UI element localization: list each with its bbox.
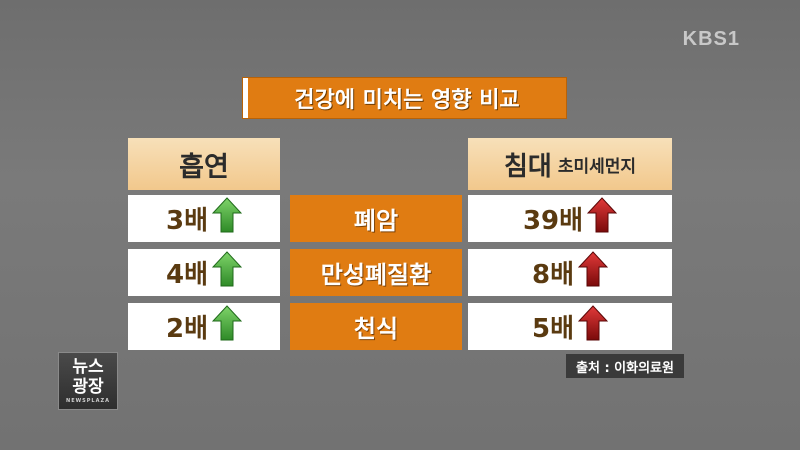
fine-dust-value-copd: 8배 (468, 249, 672, 296)
smoking-value-text: 4배 (165, 260, 208, 290)
disease-label: 만성폐질환 (320, 261, 432, 289)
source-text: 출처 : 이화의료원 (576, 360, 674, 376)
program-logo-sub: NEWSPLAZA (66, 398, 110, 404)
up-arrow-green-icon (211, 251, 243, 294)
title-banner: 건강에 미치는 영향 비교 (243, 78, 566, 118)
up-arrow-green-icon (211, 197, 243, 240)
smoking-value-lung-cancer: 3배 (128, 195, 280, 242)
program-logo-line2: 광장 (72, 377, 104, 397)
up-arrow-green-icon (211, 305, 243, 348)
program-logo: 뉴스 광장 NEWSPLAZA (58, 352, 118, 410)
up-arrow-red-icon (586, 197, 618, 240)
fine-dust-header: 침대 초미세먼지 (468, 138, 672, 190)
disease-label: 폐암 (353, 207, 399, 235)
smoking-value-copd: 4배 (128, 249, 280, 296)
fine-dust-value-asthma: 5배 (468, 303, 672, 350)
up-arrow-red-icon (577, 305, 609, 348)
disease-label: 천식 (353, 315, 399, 343)
up-arrow-red-icon (577, 251, 609, 294)
disease-copd: 만성폐질환 (290, 249, 462, 296)
smoking-value-asthma: 2배 (128, 303, 280, 350)
smoking-value-text: 3배 (165, 206, 208, 236)
source-caption: 출처 : 이화의료원 (566, 354, 684, 378)
fine-dust-header-sub: 초미세먼지 (557, 156, 637, 177)
program-logo-line1: 뉴스 (72, 357, 104, 377)
broadcaster-watermark: KBS1 (682, 28, 740, 50)
disease-asthma: 천식 (290, 303, 462, 350)
fine-dust-value-lung-cancer: 39배 (468, 195, 672, 242)
fine-dust-value-text: 39배 (522, 206, 584, 236)
smoking-header: 흡연 (128, 138, 280, 190)
fine-dust-value-text: 5배 (531, 314, 574, 344)
fine-dust-value-text: 8배 (531, 260, 574, 290)
smoking-value-text: 2배 (165, 314, 208, 344)
disease-lung-cancer: 폐암 (290, 195, 462, 242)
smoking-header-label: 흡연 (179, 151, 229, 183)
fine-dust-header-main: 침대 (503, 151, 552, 182)
page-title: 건강에 미치는 영향 비교 (294, 88, 520, 113)
